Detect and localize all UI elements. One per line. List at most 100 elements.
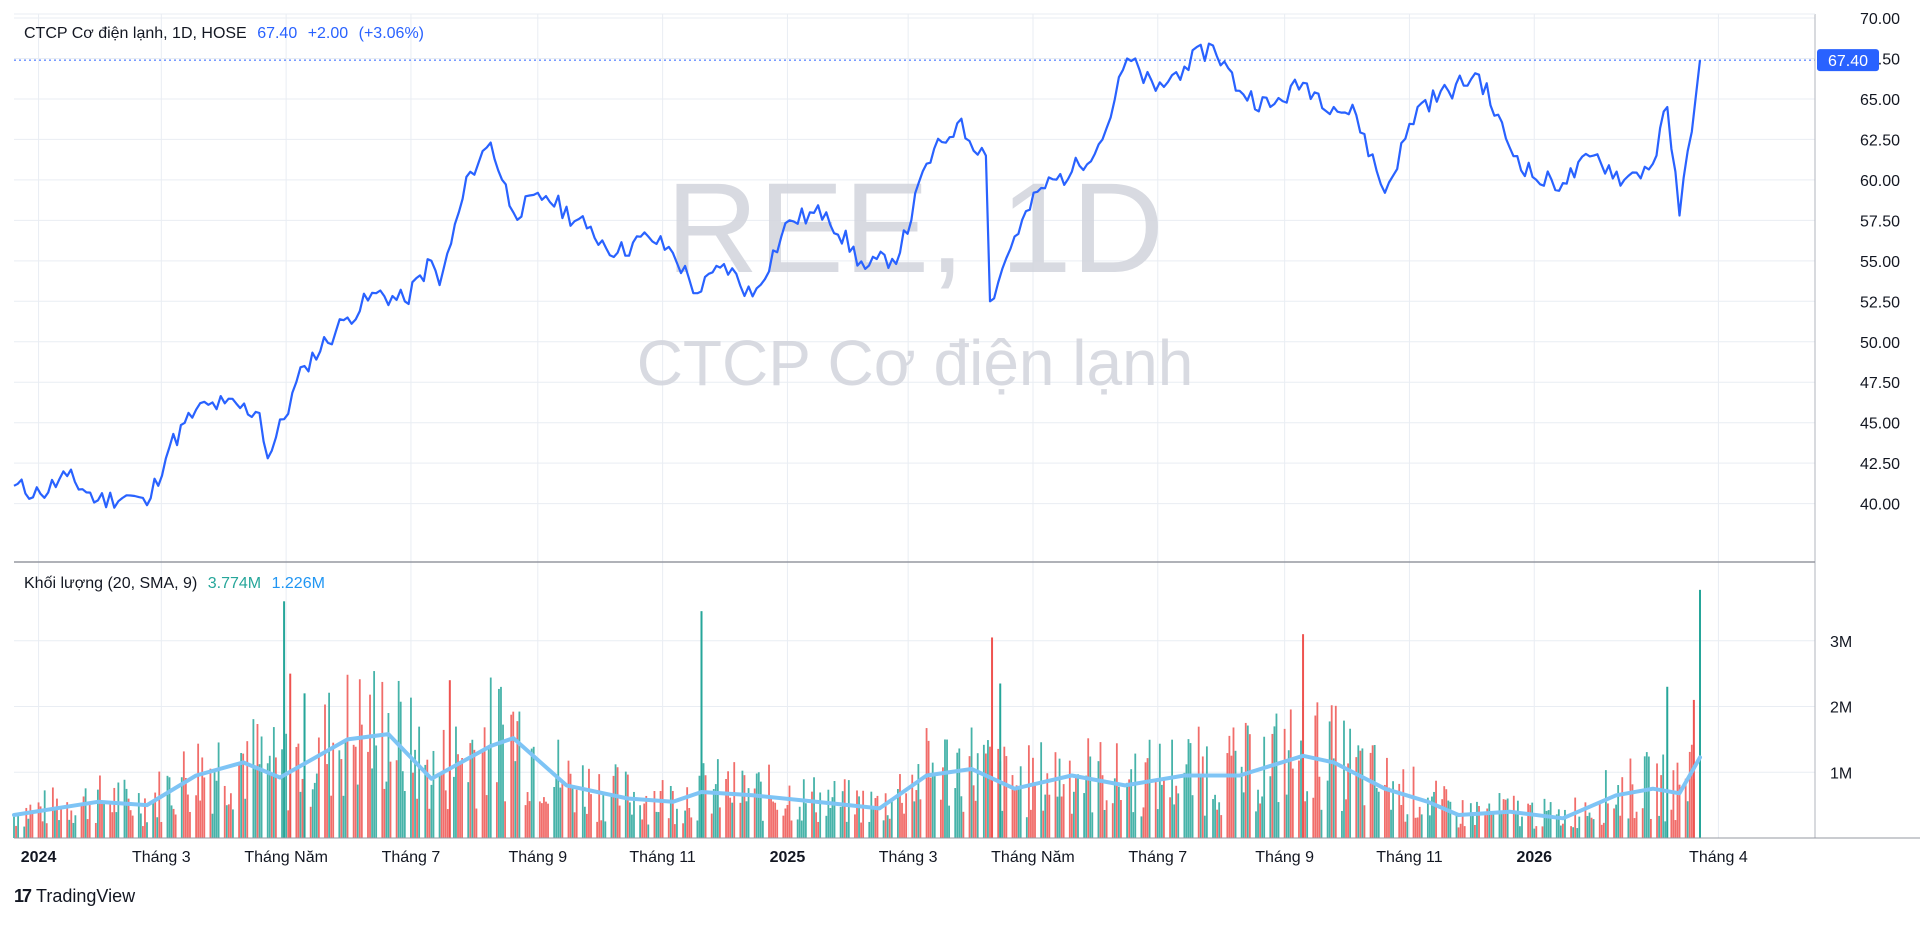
volume-bar [17,814,19,838]
volume-bar [1613,808,1615,838]
volume-bar [1670,809,1673,838]
volume-bar [676,808,678,838]
volume-bar [899,774,901,838]
volume-bar [1645,752,1648,838]
volume-bar [989,746,991,838]
volume-bar [1429,815,1431,838]
volume-bar [1083,793,1086,838]
volume-bar [786,805,789,838]
volume-bar [1598,803,1601,838]
x-tick-label: Tháng 7 [382,849,441,866]
volume-bar [489,677,492,838]
volume-bar [1101,775,1104,838]
volume-bar [158,771,161,838]
volume-bar [483,727,486,838]
volume-bar [631,814,633,838]
volume-bar [1578,816,1581,838]
axes: 2024 Tháng 3 Tháng Năm Tháng 7 Tháng 9 Tháng … [14,11,1920,866]
volume-bar [74,815,77,838]
volume-bar [1257,789,1259,838]
x-tick-label: 2025 [770,849,806,866]
volume-bar [399,701,402,838]
volume-bar [1285,794,1288,838]
brand-footer[interactable]: 17 TradingView [14,886,135,907]
volume-bar [1277,802,1280,838]
volume-tick-label: 1M [1830,765,1852,782]
volume-bar [1160,784,1163,838]
volume-bar [982,744,985,838]
volume-tick-label: 3M [1830,634,1852,651]
volume-bar [315,773,318,838]
volume-bar [1218,802,1221,838]
volume-bar [1535,826,1538,838]
volume-bar [1318,776,1321,838]
volume-bar [88,803,91,838]
volume-bar [156,817,159,838]
volume-bar [1531,802,1534,838]
volume-bar [1130,769,1133,838]
brand-name: TradingView [36,886,136,906]
volume-legend[interactable]: Khối lượng (20, SMA, 9) 3.774M 1.226M [24,575,331,593]
volume-bar [1248,734,1251,838]
volume-bar [1633,818,1636,838]
volume-bar [381,681,384,838]
y-tick-label: 40.00 [1860,497,1900,514]
volume-bar [1128,779,1131,838]
volume-bar [1328,721,1331,838]
volume-bar [82,796,85,838]
volume-bar [1263,736,1266,838]
volume-bar [1343,720,1345,838]
volume-bar [256,724,259,838]
volume-bar [1300,740,1302,838]
volume-bar [827,789,830,838]
volume-bar [1486,808,1489,838]
volume-bar [1015,785,1018,838]
volume-bar [1177,793,1180,838]
volume-bar [956,752,959,838]
volume-bar [1592,819,1595,838]
volume-bar [645,795,648,838]
volume-bar [1163,778,1165,838]
volume-bar [1154,781,1157,838]
volume-bar [1355,757,1358,838]
price-legend[interactable]: CTCP Cơ điện lạnh, 1D, HOSE 67.40 +2.00 … [24,25,430,43]
grid [14,14,1815,838]
volume-bar [467,782,470,838]
volume-spike-bar [1302,634,1305,838]
volume-bar [209,768,212,838]
volume-bar [768,764,770,838]
volume-bar [1420,814,1423,838]
volume-bar [13,813,15,838]
volume-bar [101,802,103,838]
volume-bar [1185,764,1188,838]
volume-bar [1347,763,1349,838]
price-line [13,42,1702,509]
volume-bar [1607,803,1609,838]
volume-bar [510,714,513,838]
volume-bar [1549,802,1552,838]
volume-bar [1146,758,1149,838]
volume-bar [1017,786,1020,838]
volume-bar [1189,743,1192,838]
volume-bar [567,760,570,838]
volume-bar [841,791,844,838]
volume-bar [1449,801,1452,838]
volume-bar [939,799,942,838]
volume-bar [1011,775,1014,838]
volume-bar [555,775,558,838]
volume-bar [487,749,490,838]
volume-bar [1216,809,1219,838]
volume-bar [1087,738,1090,838]
volume-bar [137,793,140,838]
volume-spike-bar [991,637,994,838]
x-tick-label: Tháng 11 [629,849,696,866]
volume-bar [338,750,341,838]
volume-bar [311,789,314,838]
volume-bar [203,777,206,838]
volume-bar [890,800,893,838]
volume-bar [716,759,719,838]
volume-bar [360,724,363,838]
volume-bar [729,797,732,838]
